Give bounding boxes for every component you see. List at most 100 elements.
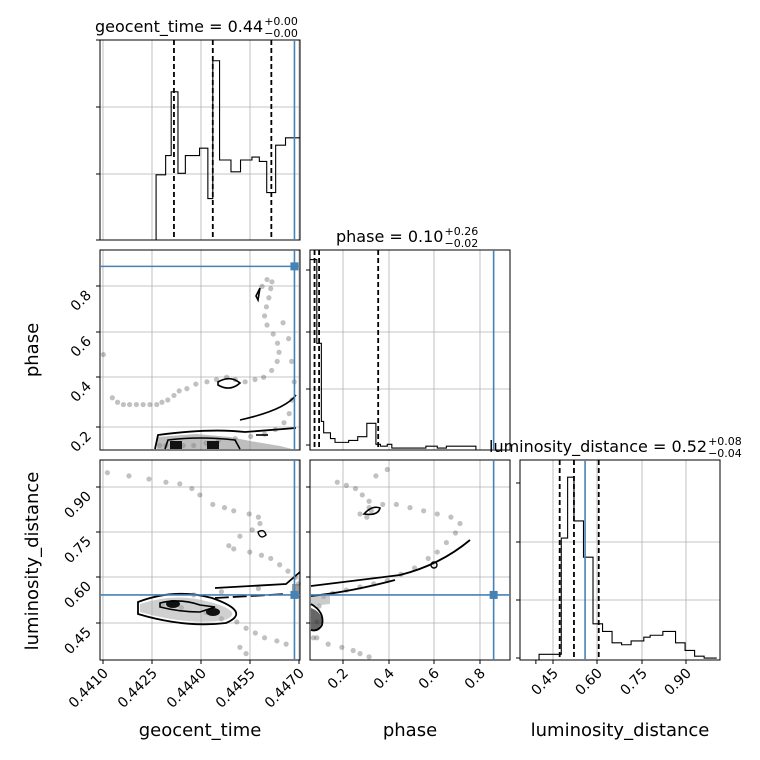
sample-phase-gt-11: [171, 392, 177, 399]
title-phase: phase = 0.10+0.26: [336, 225, 478, 246]
sample-ld-phase-37: [357, 651, 363, 657]
sample-ld-phase-34: [325, 641, 331, 647]
sample-phase-gt-6: [140, 401, 146, 408]
sample-phase-gt-16: [213, 376, 220, 383]
panel-geocent-time-hist: [99, 39, 301, 241]
sample-ld-gt-10: [246, 511, 252, 517]
sample-phase-gt-26: [270, 331, 276, 337]
sample-ld-gt-32: [243, 625, 249, 631]
sample-ld-phase-24: [364, 514, 370, 520]
contour-ld-gt-inner: [159, 600, 216, 613]
hist-geocent-time: [100, 60, 300, 241]
sample-ld-phase-14: [452, 530, 459, 536]
sample-ld-phase-31: [373, 473, 379, 479]
sample-ld-gt-36: [283, 641, 289, 647]
sample-ld-gt-18: [258, 552, 265, 558]
title-phase-main: phase = 0.10: [336, 227, 443, 246]
truth-marker-ld-gt: [290, 590, 299, 599]
sample-phase-gt-30: [266, 295, 272, 301]
sample-ld-phase-16: [448, 514, 454, 520]
sample-ld-gt-6: [197, 492, 203, 498]
sample-ld-gt-0: [104, 470, 110, 476]
contour-ld-phase-top: [310, 539, 471, 587]
sample-ld-gt-35: [274, 638, 280, 644]
truth-marker-ld-phase: [489, 590, 498, 599]
sample-ld-gt-7: [210, 501, 216, 508]
ylabel-phase: phase: [22, 323, 43, 377]
sample-phase-gt-3: [120, 401, 127, 408]
sample-ld-phase-33: [314, 635, 320, 641]
yaxis-phase-ticklabel-0: 0.2: [68, 429, 95, 456]
contour-phase-gt-right: [239, 394, 297, 421]
xaxis-geocent-time-ticklabel-4: 0.4470: [262, 666, 308, 712]
sample-ld-gt-31: [234, 619, 240, 625]
yaxis-ld-ticklabel-3: 0.90: [61, 489, 94, 522]
sample-ld-gt-14: [237, 533, 243, 539]
sample-ld-phase-19: [407, 505, 413, 511]
contour-phase-gt-outer: [154, 427, 297, 450]
density-phase-gt-peak-2: [207, 441, 219, 449]
contour-ld-gt-loop: [257, 529, 267, 538]
yaxis-ld-ticklabel-1: 0.60: [61, 579, 94, 612]
sample-phase-gt-34: [259, 283, 265, 289]
yaxis-ld-ticklabel-0: 0.45: [61, 625, 94, 658]
sample-phase-gt-2: [114, 399, 121, 405]
contour-ld-phase-blob: [310, 603, 324, 632]
sample-phase-gt-12: [176, 388, 182, 394]
sample-phase-gt-8: [154, 401, 160, 408]
sample-ld-gt-17: [247, 549, 253, 555]
sample-phase-gt-1: [109, 395, 115, 401]
sample-phase-gt-37: [289, 358, 295, 364]
sample-ld-gt-20: [277, 562, 283, 568]
sample-phase-gt-5: [133, 401, 139, 408]
sample-ld-phase-30: [334, 479, 340, 485]
sample-ld-gt-16: [231, 546, 237, 552]
title-luminosity-distance-plus: +0.08: [708, 435, 742, 448]
sample-ld-phase-27: [359, 492, 365, 498]
panels: 0.2 0.4 0.6 0.8 0.45 0.60 0.75 0.90 0.4410 0.4425…: [61, 15, 741, 711]
sample-phase-gt-4: [126, 401, 133, 408]
sample-phase-gt-35: [280, 320, 286, 326]
sample-ld-phase-13: [443, 539, 449, 546]
contour-phase-gt-loop: [217, 377, 242, 389]
sample-ld-gt-24: [255, 585, 261, 592]
title-geocent-time-plus: +0.00: [264, 15, 298, 28]
sample-ld-gt-19: [268, 555, 274, 562]
sample-ld-gt-37: [237, 644, 243, 650]
contour-phase-gt-inner: [164, 437, 241, 450]
sample-ld-gt-2: [146, 476, 152, 482]
sample-ld-gt-34: [261, 635, 268, 641]
sample-phase-gt-21: [261, 374, 267, 380]
sample-phase-gt-25: [274, 340, 281, 346]
panel-ld-vs-geocent-time: [99, 459, 301, 661]
sample-ld-phase-32: [384, 466, 390, 473]
yaxis-ld-ticklabel-2: 0.75: [61, 534, 94, 567]
sample-ld-phase-26: [366, 498, 372, 504]
sample-ld-gt-15: [226, 543, 232, 549]
sample-ld-phase-10: [411, 565, 418, 571]
sample-phase-gt-28: [261, 313, 268, 319]
contour-ld-gt-outer: [137, 592, 238, 626]
xaxis-geocent-time-ticklabel-2: 0.4440: [164, 666, 210, 712]
sample-phase-gt-33: [264, 276, 270, 283]
sample-phase-gt-43: [261, 431, 268, 437]
title-luminosity-distance: luminosity_distance = 0.52+0.08: [489, 435, 742, 457]
sample-ld-phase-17: [434, 511, 440, 517]
sample-phase-gt-29: [263, 304, 270, 310]
density-ld-gt-peak-2: [206, 608, 220, 616]
sample-ld-gt-5: [189, 485, 195, 492]
panel-phase-vs-geocent-time: [99, 249, 301, 451]
yaxis-phase-ticklabel-2: 0.6: [68, 333, 95, 360]
sample-ld-phase-36: [350, 647, 356, 654]
sample-ld-phase-35: [339, 644, 345, 650]
sample-ld-phase-29: [343, 482, 349, 488]
sample-ld-phase-15: [457, 520, 463, 527]
panel-ld-hist: [519, 459, 721, 661]
sample-ld-gt-9: [231, 508, 237, 514]
contour-phase-gt-top: [255, 287, 261, 303]
xaxis-luminosity-distance-ticklabel-1: 0.60: [572, 666, 605, 699]
xaxis-phase-ticklabel-0: 0.2: [325, 666, 352, 693]
sample-ld-phase-23: [357, 511, 363, 517]
xaxis-phase-ticklabel-2: 0.6: [416, 665, 443, 692]
